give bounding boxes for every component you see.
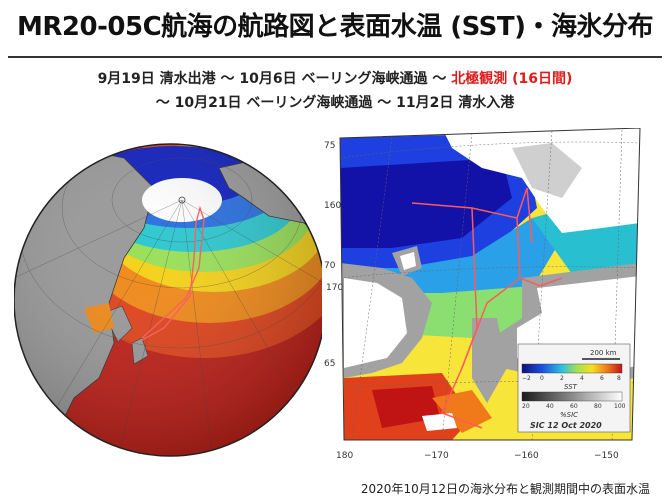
- sst-label: SST: [564, 383, 578, 391]
- sic-tick-1: 40: [546, 403, 554, 410]
- bering-detail-map: 75 70 65 160 170 180 −170 −160 −150 200 …: [322, 128, 660, 468]
- lon-label-180: 180: [336, 451, 353, 461]
- subtitle-line-1: 9月19日 清水出港 〜 10月6日 ベーリング海峡通過 〜 北極観測 (16日…: [0, 68, 670, 88]
- sst-tick-5: 8: [617, 375, 621, 382]
- sst-tick-1: 0: [540, 375, 544, 382]
- lon-label-m160: −160: [514, 451, 539, 461]
- legend-scale-label: 200 km: [590, 349, 617, 357]
- lat-label-65: 65: [324, 359, 335, 369]
- title-divider: [8, 56, 662, 58]
- subtitle-arctic-observation: 北極観測 (16日間): [451, 71, 573, 87]
- subtitle-schedule-text: 9月19日 清水出港 〜 10月6日 ベーリング海峡通過 〜: [97, 71, 452, 87]
- sic-tick-2: 60: [570, 403, 578, 410]
- sic-tick-0: 20: [522, 403, 530, 410]
- lon-label-m170: −170: [424, 451, 449, 461]
- page-title: MR20-05C航海の航路図と表面水温 (SST)・海氷分布: [17, 12, 653, 42]
- sic-tick-3: 80: [594, 403, 602, 410]
- subtitle-line-2: 〜 10月21日 ベーリング海峡通過 〜 11月2日 清水入港: [155, 95, 515, 111]
- lat-label-70: 70: [324, 261, 336, 271]
- lon-label-160: 160: [324, 201, 341, 211]
- sic-tick-4: 100: [614, 403, 626, 410]
- sst-tick-4: 6: [600, 375, 604, 382]
- sst-tick-0: −2: [522, 375, 531, 382]
- map-legend: 200 km −2 0 2 4 6 8 SST 20 40 60 80 100 …: [517, 343, 631, 433]
- sic-date-label: SIC 12 Oct 2020: [530, 421, 602, 430]
- lat-label-75: 75: [324, 141, 335, 151]
- globe-map: [14, 143, 327, 457]
- lon-label-m150: −150: [594, 451, 619, 461]
- sst-tick-3: 4: [580, 375, 584, 382]
- sic-label: %SIC: [560, 411, 578, 419]
- lon-label-170: 170: [326, 283, 343, 293]
- figure-caption: 2020年10月12日の海氷分布と観測期間中の表面水温: [360, 482, 650, 496]
- sst-tick-2: 2: [560, 375, 564, 382]
